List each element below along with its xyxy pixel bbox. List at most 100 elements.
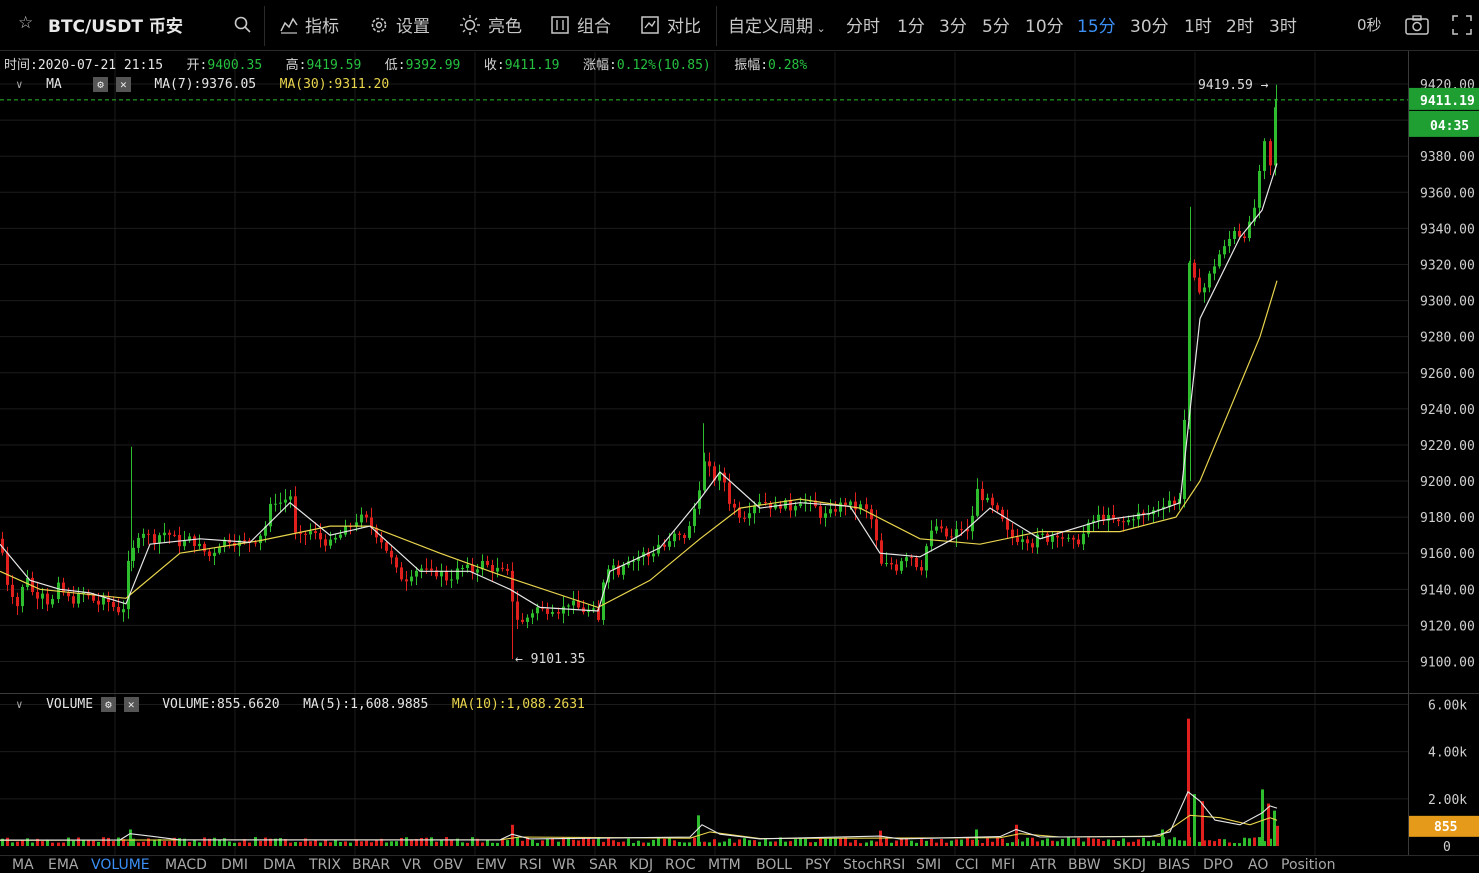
gear-icon[interactable] xyxy=(369,15,389,35)
favorite-star-icon[interactable]: ☆ xyxy=(18,13,34,33)
indicator-tab-stochrsi[interactable]: StochRSI xyxy=(843,857,906,873)
indicator-tab-trix[interactable]: TRIX xyxy=(309,857,341,873)
candle-body xyxy=(758,502,761,506)
indicator-tab-atr[interactable]: ATR xyxy=(1030,857,1057,873)
fullscreen-icon[interactable] xyxy=(1452,15,1472,35)
indicator-tab-mtm[interactable]: MTM xyxy=(708,857,741,873)
indicator-tab-vr[interactable]: VR xyxy=(402,857,422,873)
sun-icon[interactable] xyxy=(459,14,481,36)
price-tick-label: 9180.00 xyxy=(1420,511,1475,526)
volume-bar xyxy=(920,839,923,846)
indicator-tab-rsi[interactable]: RSI xyxy=(519,857,542,873)
indicator-icon[interactable] xyxy=(279,15,299,35)
indicator-tab-macd[interactable]: MACD xyxy=(165,857,207,873)
volume-bar xyxy=(471,837,474,846)
period-30m[interactable]: 30分 xyxy=(1130,17,1169,37)
indicator-tab-sar[interactable]: SAR xyxy=(589,857,618,873)
ma-settings-gear-icon[interactable]: ⚙ xyxy=(93,77,109,92)
volume-bar xyxy=(728,838,731,846)
candle-body xyxy=(112,602,115,607)
volume-bar xyxy=(1061,839,1064,846)
custom-period-dropdown[interactable]: 自定义周期 ⌄ xyxy=(728,12,826,37)
volume-bar xyxy=(789,841,792,846)
indicator-tab-bbw[interactable]: BBW xyxy=(1068,857,1101,873)
volume-bar xyxy=(1087,837,1090,846)
volume-bar xyxy=(127,841,130,846)
indicator-tab-bias[interactable]: BIAS xyxy=(1158,857,1191,873)
volume-settings-gear-icon[interactable]: ⚙ xyxy=(100,697,116,712)
volume-bar xyxy=(405,837,408,846)
period-1h[interactable]: 1时 xyxy=(1184,17,1212,37)
price-tick-label: 9100.00 xyxy=(1420,656,1475,671)
indicator-tab-wr[interactable]: WR xyxy=(552,857,576,873)
period-15m[interactable]: 15分 xyxy=(1077,17,1116,37)
toolbar-settings[interactable]: 设置 xyxy=(396,17,430,37)
volume-bar xyxy=(996,837,999,846)
volume-bar xyxy=(299,842,302,846)
period-5m[interactable]: 5分 xyxy=(982,17,1010,37)
indicator-tab-bar: MA EMA VOLUME MACD DMI DMA TRIX BRAR VR OBV EMV RSI… xyxy=(0,855,1479,873)
toolbar-compare[interactable]: 对比 xyxy=(667,17,701,37)
volume-bar xyxy=(986,838,989,846)
indicator-tab-dmi[interactable]: DMI xyxy=(221,857,248,873)
candle-body xyxy=(1097,514,1100,521)
candle-body xyxy=(46,593,49,605)
price-tick-label: 9320.00 xyxy=(1420,258,1475,273)
period-3h[interactable]: 3时 xyxy=(1269,17,1297,37)
indicator-tab-volume[interactable]: VOLUME xyxy=(91,857,150,873)
period-3m[interactable]: 3分 xyxy=(939,17,967,37)
indicator-tab-dma[interactable]: DMA xyxy=(263,857,296,873)
volume-close-icon[interactable]: ✕ xyxy=(123,697,139,712)
candle-body xyxy=(481,560,484,570)
indicator-tab-psy[interactable]: PSY xyxy=(805,857,831,873)
volume-bar xyxy=(784,841,787,846)
indicator-tab-emv[interactable]: EMV xyxy=(476,857,507,873)
indicator-tab-position[interactable]: Position xyxy=(1281,857,1336,873)
indicator-tab-skdj[interactable]: SKDJ xyxy=(1113,857,1146,873)
volume-bar xyxy=(1067,837,1070,846)
indicator-tab-mfi[interactable]: MFI xyxy=(991,857,1016,873)
search-icon[interactable] xyxy=(234,16,252,34)
layout-icon[interactable] xyxy=(550,15,570,35)
candle-body xyxy=(1269,141,1272,166)
indicator-tab-obv[interactable]: OBV xyxy=(433,857,463,873)
toolbar-indicators[interactable]: 指标 xyxy=(305,17,339,37)
period-fenshi[interactable]: 分时 xyxy=(846,17,880,37)
symbol-title[interactable]: BTC/USDT 币安 xyxy=(48,17,183,37)
indicator-tab-boll[interactable]: BOLL xyxy=(756,857,792,873)
candle-body xyxy=(567,605,570,607)
toolbar-combine[interactable]: 组合 xyxy=(577,17,611,37)
period-1m[interactable]: 1分 xyxy=(897,17,925,37)
ma-close-icon[interactable]: ✕ xyxy=(115,77,131,92)
volume-bar xyxy=(132,838,135,846)
toolbar-light-theme[interactable]: 亮色 xyxy=(488,17,522,37)
indicator-tab-ema[interactable]: EMA xyxy=(48,857,79,873)
volume-bar xyxy=(1011,842,1014,846)
compare-icon[interactable] xyxy=(640,15,660,35)
indicator-tab-ao[interactable]: AO xyxy=(1248,857,1269,873)
indicator-tab-ma[interactable]: MA xyxy=(12,857,34,873)
indicator-tab-cci[interactable]: CCI xyxy=(955,857,979,873)
volume-collapse-chevron-icon[interactable]: ∨ xyxy=(16,698,23,711)
period-10m[interactable]: 10分 xyxy=(1025,17,1064,37)
candle-body xyxy=(718,472,721,481)
ma-collapse-chevron-icon[interactable]: ∨ xyxy=(16,78,23,91)
candle-body xyxy=(410,576,413,582)
indicator-tab-kdj[interactable]: KDJ xyxy=(629,857,654,873)
period-2h[interactable]: 2时 xyxy=(1226,17,1254,37)
volume-bar xyxy=(1238,843,1241,846)
indicator-tab-smi[interactable]: SMI xyxy=(916,857,942,873)
candle-body xyxy=(895,564,898,571)
volume-bar xyxy=(1137,839,1140,846)
volume-bar xyxy=(117,837,120,846)
volume-bar xyxy=(1072,839,1075,846)
candle-body xyxy=(67,592,70,597)
volume-bar xyxy=(1117,840,1120,846)
indicator-tab-brar[interactable]: BRAR xyxy=(352,857,391,873)
indicator-tab-dpo[interactable]: DPO xyxy=(1203,857,1234,873)
price-tick-label: 9200.00 xyxy=(1420,475,1475,490)
indicator-tab-roc[interactable]: ROC xyxy=(665,857,696,873)
candle-body xyxy=(1036,534,1039,548)
camera-icon[interactable] xyxy=(1405,15,1429,35)
